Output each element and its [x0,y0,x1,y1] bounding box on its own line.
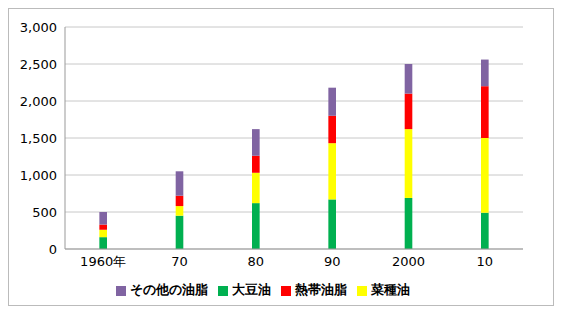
html-text:その他の油脂: その他の油脂 [130,282,208,297]
svg-text:80: 80 [248,254,265,269]
html-text:大豆油: 大豆油 [232,282,271,297]
svg-text:10: 10 [477,254,494,269]
svg-text:2,500: 2,500 [20,57,57,72]
svg-text:2,000: 2,000 [20,94,57,109]
svg-text:1960年: 1960年 [80,254,126,269]
svg-text:2000: 2000 [392,254,425,269]
svg-text:500: 500 [32,205,57,220]
svg-text:3,000: 3,000 [20,20,57,35]
svg-text:70: 70 [171,254,188,269]
svg-text:1,000: 1,000 [20,168,57,183]
html-text:熱帯油脂: 熱帯油脂 [295,282,347,297]
svg-text:1,500: 1,500 [20,131,57,146]
svg-text:90: 90 [324,254,341,269]
html-text:菜種油: 菜種油 [371,282,410,297]
svg-text:0: 0 [49,242,57,257]
